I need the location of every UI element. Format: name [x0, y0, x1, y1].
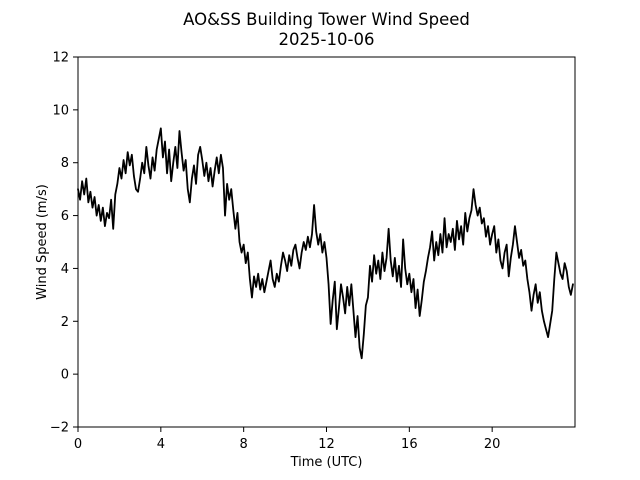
chart-title: AO&SS Building Tower Wind Speed	[183, 10, 470, 29]
y-tick-label: 2	[61, 315, 69, 330]
y-tick-label: 6	[61, 209, 69, 224]
x-axis-label: Time (UTC)	[290, 455, 363, 470]
x-tick-label: 16	[401, 437, 418, 452]
x-tick-label: 20	[484, 437, 501, 452]
plot-frame	[77, 56, 576, 428]
x-tick-label: 0	[74, 437, 82, 452]
y-axis-ticks	[73, 56, 78, 428]
y-axis-tick-labels: −2 0 2 4 6 8 10 12	[50, 51, 69, 436]
y-tick-label: 0	[61, 368, 69, 383]
chart-subtitle-date: 2025-10-06	[279, 30, 375, 49]
x-axis-tick-labels: 0 4 8 12 16 20	[74, 437, 501, 452]
x-tick-label: 4	[157, 437, 165, 452]
x-tick-label: 8	[240, 437, 248, 452]
x-tick-label: 12	[318, 437, 335, 452]
y-tick-label: 10	[52, 103, 69, 118]
wind-speed-line	[77, 127, 574, 360]
y-tick-label: −2	[50, 421, 69, 436]
y-tick-label: 8	[61, 156, 69, 171]
x-axis-ticks	[77, 427, 493, 432]
y-tick-label: 4	[61, 262, 69, 277]
y-tick-label: 12	[52, 51, 69, 66]
y-axis-label: Wind Speed (m/s)	[35, 184, 50, 300]
